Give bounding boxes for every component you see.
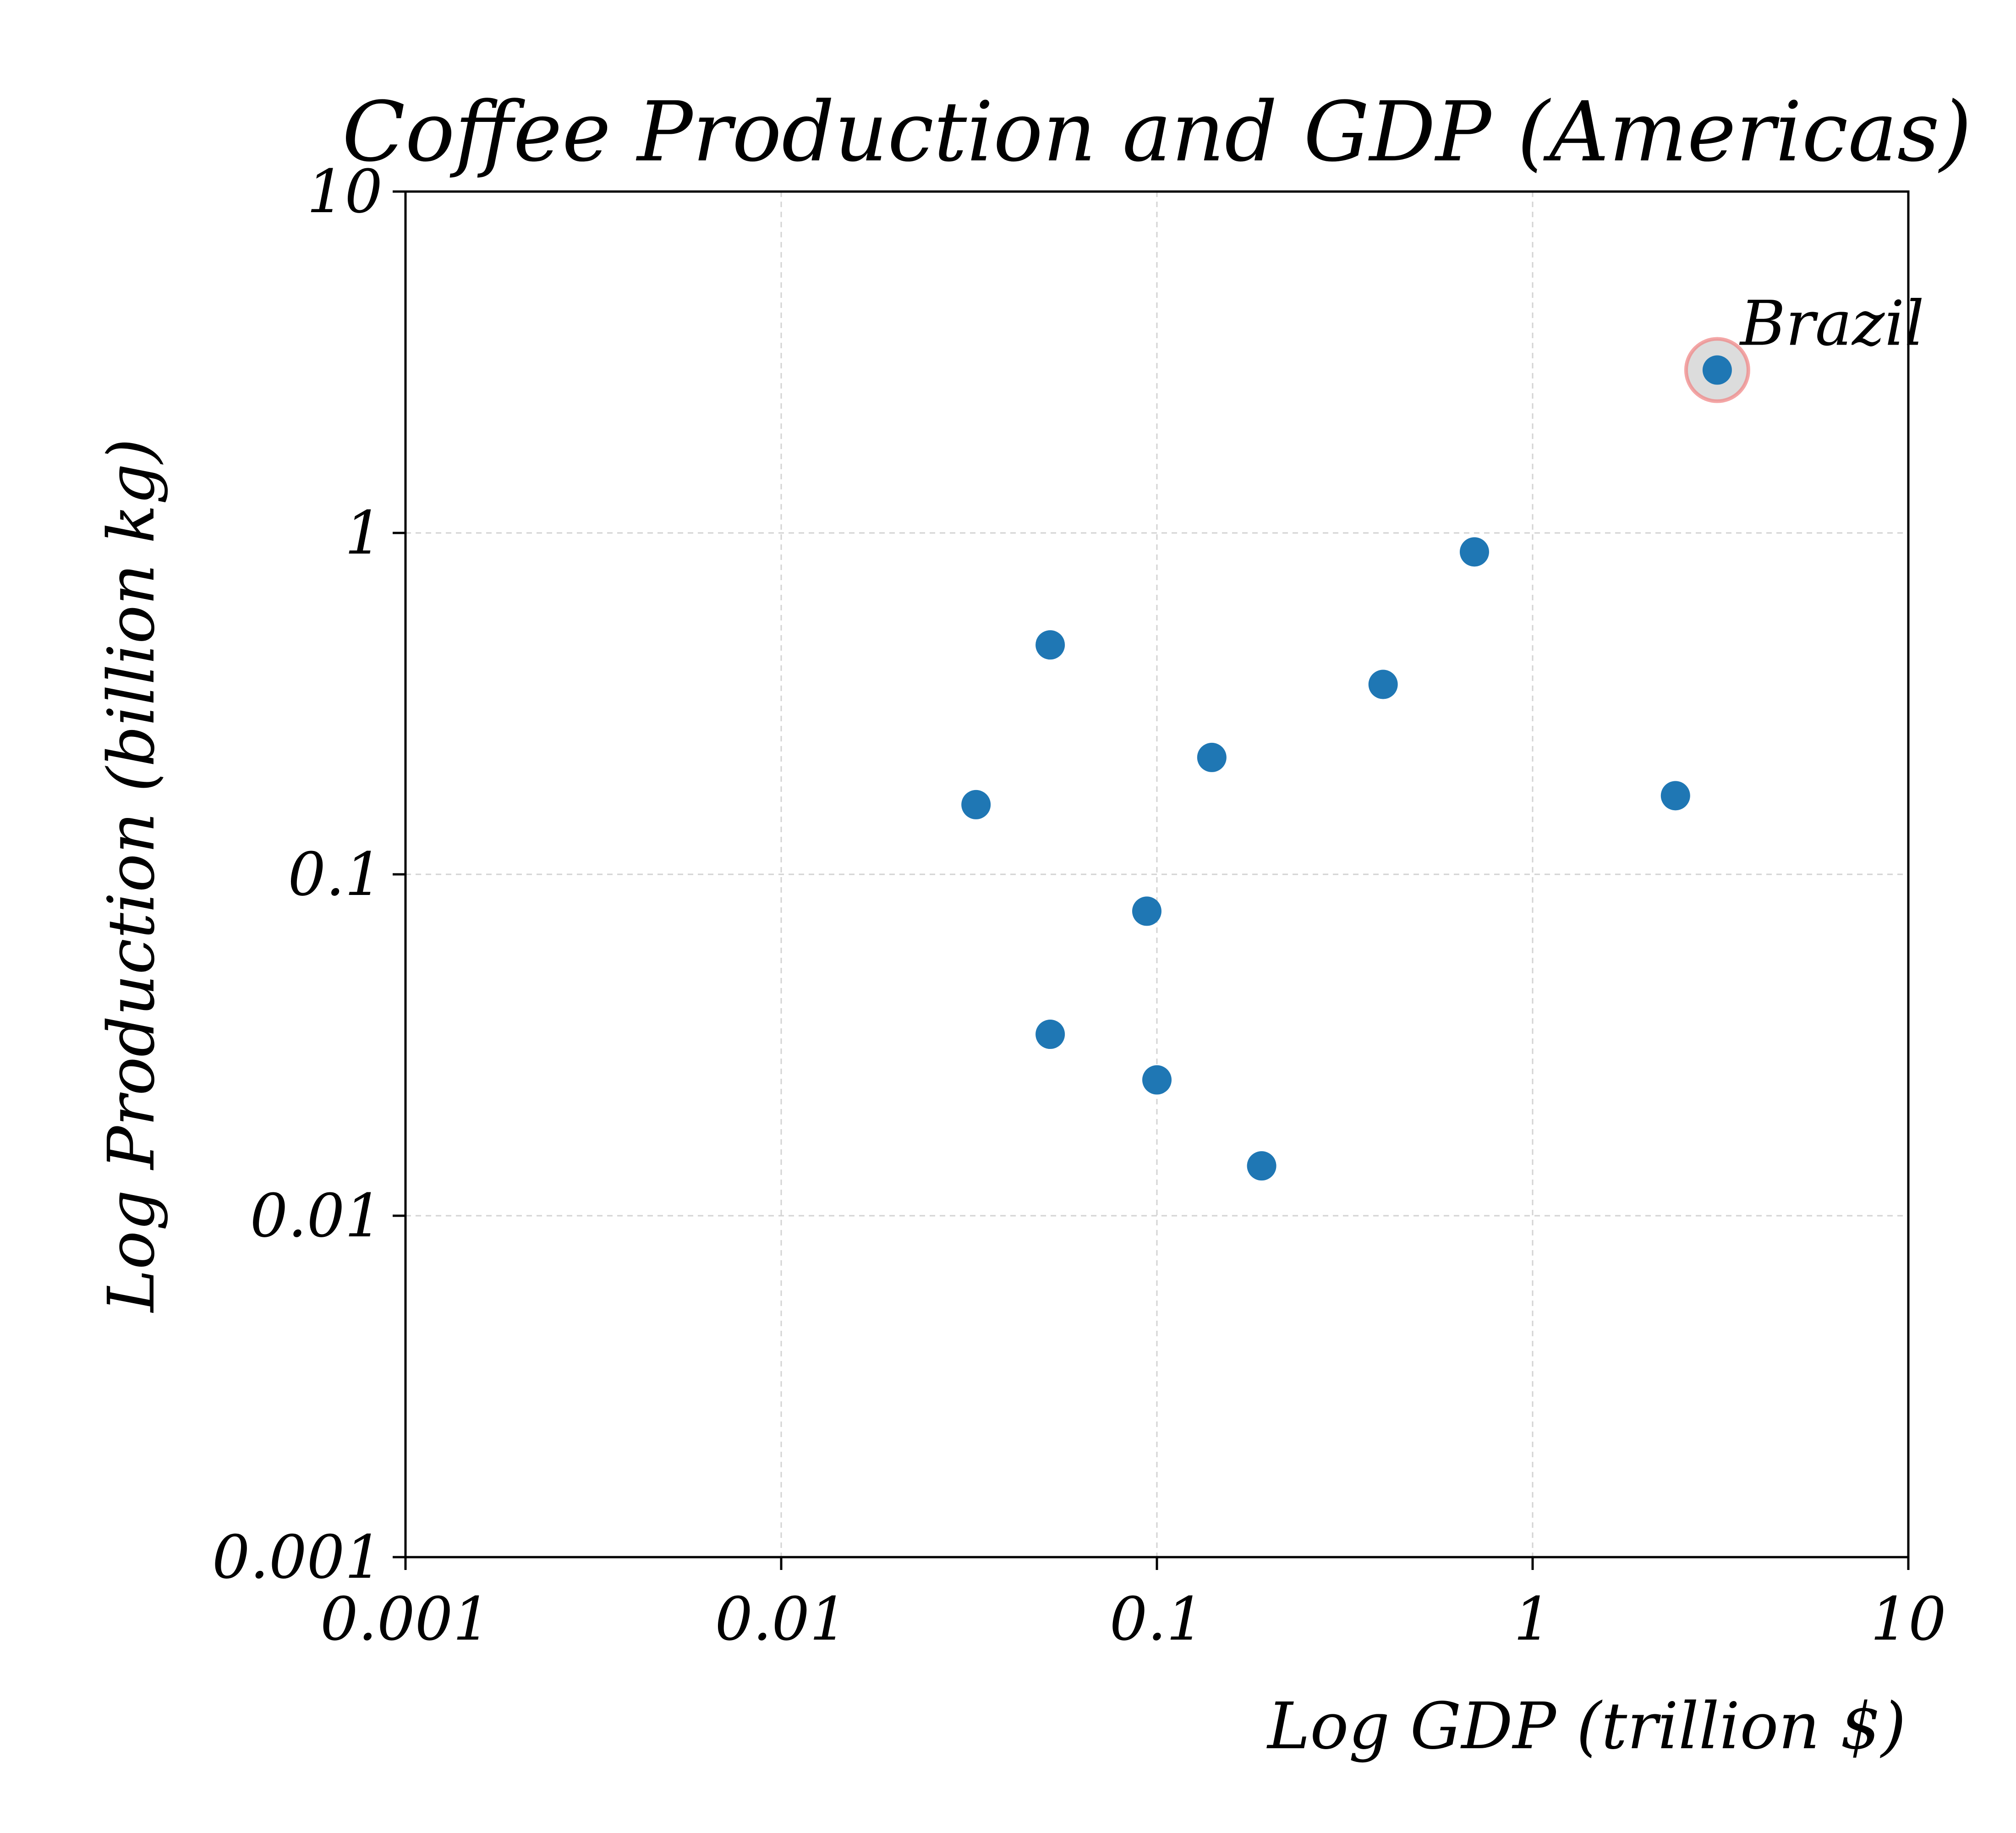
x-axis-label: Log GDP (trillion $) <box>1266 1689 1906 1764</box>
points-layer <box>961 337 1750 1181</box>
y-tick-label: 0.1 <box>288 840 383 909</box>
data-point <box>1368 670 1398 699</box>
data-point <box>1459 537 1489 567</box>
y-tick-label: 1 <box>345 498 383 568</box>
data-point <box>1035 630 1065 660</box>
data-point <box>1132 896 1161 926</box>
data-point <box>1142 1065 1172 1095</box>
ticks-layer: 0.001 0.01 0.1 1 10 0.001 0.01 0.1 1 10 <box>212 157 1946 1654</box>
annotation-label: Brazil <box>1739 288 1924 360</box>
y-axis-label: Log Production (billion kg) <box>94 439 169 1313</box>
x-tick-label: 10 <box>1870 1584 1946 1654</box>
x-tick-label: 1 <box>1514 1584 1552 1654</box>
annotation-layer: Brazil <box>1739 288 1924 360</box>
data-point <box>1197 742 1227 772</box>
x-tick-label: 0.01 <box>715 1584 847 1654</box>
y-tick-label: 0.001 <box>212 1522 383 1592</box>
x-tick-label: 0.001 <box>320 1584 491 1654</box>
data-point <box>1702 355 1732 385</box>
data-point <box>961 790 991 819</box>
x-tick-label: 0.1 <box>1110 1584 1205 1654</box>
data-point <box>1660 781 1690 811</box>
data-point <box>1247 1151 1276 1181</box>
chart-title: Coffee Production and GDP (Americas) <box>342 84 1972 180</box>
y-tick-label: 0.01 <box>250 1181 383 1251</box>
y-tick-label: 10 <box>307 157 383 226</box>
grid-layer <box>405 191 1909 1558</box>
data-point <box>1035 1020 1065 1049</box>
